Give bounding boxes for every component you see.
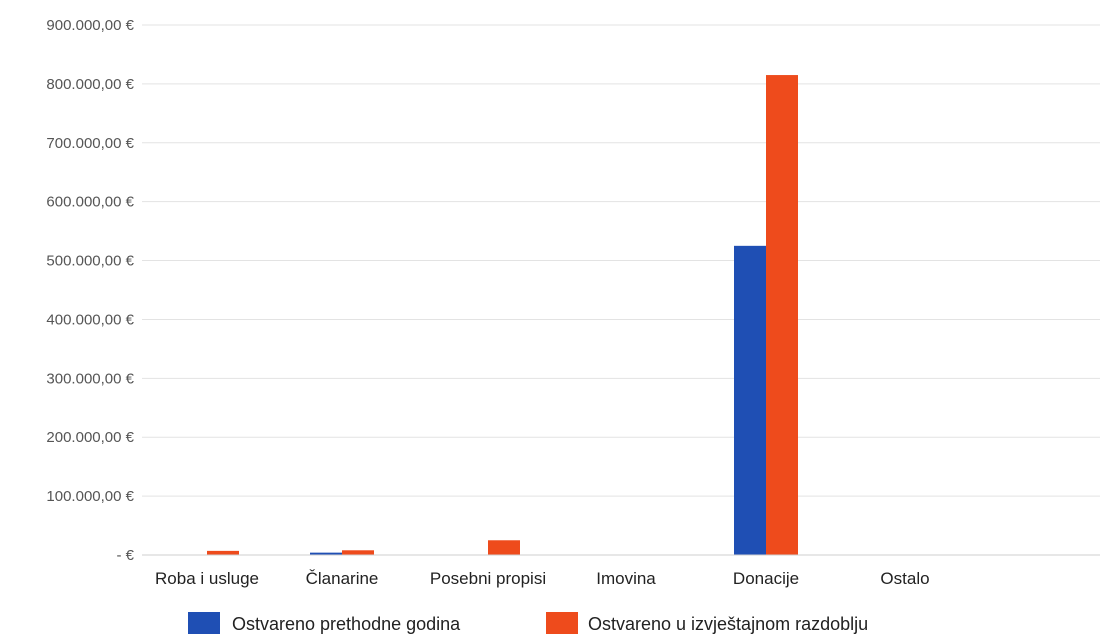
gridlines <box>142 24 1100 497</box>
legend-swatch <box>188 612 220 634</box>
bar <box>488 540 520 555</box>
bar <box>342 550 374 555</box>
x-category-label: Posebni propisi <box>430 569 546 588</box>
legend-label: Ostvareno u izvještajnom razdoblju <box>588 614 868 634</box>
y-tick-label: 500.000,00 € <box>46 253 134 270</box>
y-axis-ticks: - € 100.000,00 € 200.000,00 € 300.000,00 € 4… <box>46 17 134 564</box>
x-axis-categories: Roba i usluge Članarine Posebni propisi Imo… <box>155 569 930 588</box>
bar <box>310 552 342 555</box>
legend: Ostvareno prethodne godina Ostvareno u iz… <box>188 612 868 634</box>
y-tick-label: 800.000,00 € <box>46 76 134 93</box>
y-tick-label: 300.000,00 € <box>46 370 134 387</box>
x-category-label: Donacije <box>733 569 799 588</box>
legend-swatch <box>546 612 578 634</box>
y-tick-label: 200.000,00 € <box>46 429 134 446</box>
x-category-label: Imovina <box>596 569 656 588</box>
x-category-label: Članarine <box>306 569 379 588</box>
y-tick-label: - € <box>116 547 134 564</box>
x-category-label: Roba i usluge <box>155 569 259 588</box>
y-tick-label: 400.000,00 € <box>46 311 134 328</box>
bar <box>734 245 766 556</box>
y-tick-label: 600.000,00 € <box>46 194 134 211</box>
bar <box>766 75 798 556</box>
y-tick-label: 700.000,00 € <box>46 135 134 152</box>
x-category-label: Ostalo <box>880 569 929 588</box>
bars <box>207 75 798 556</box>
y-tick-label: 900.000,00 € <box>46 17 134 34</box>
legend-label: Ostvareno prethodne godina <box>232 614 461 634</box>
bar <box>207 550 239 555</box>
y-tick-label: 100.000,00 € <box>46 488 134 505</box>
